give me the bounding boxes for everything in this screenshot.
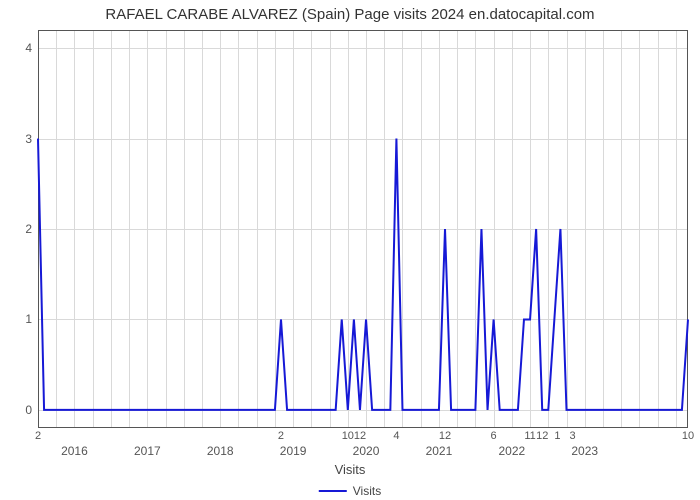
y-tick-label: 1 [25, 312, 38, 326]
x-tick-year-label: 2022 [498, 428, 525, 458]
x-tick-value-label: 12 [536, 428, 548, 442]
y-tick-label: 3 [25, 132, 38, 146]
y-tick-label: 2 [25, 222, 38, 236]
x-tick-value-label: 2 [278, 428, 284, 442]
x-tick-value-label: 10 [342, 428, 354, 442]
x-tick-value-label: 6 [491, 428, 497, 442]
x-tick-year-label: 2018 [207, 428, 234, 458]
series-line [38, 30, 688, 428]
chart-container: RAFAEL CARABE ALVAREZ (Spain) Page visit… [0, 0, 700, 500]
x-tick-value-label: 1 [554, 428, 560, 442]
y-tick-label: 4 [25, 41, 38, 55]
x-axis-title: Visits [335, 462, 366, 477]
y-tick-label: 0 [25, 403, 38, 417]
legend-label: Visits [353, 484, 381, 498]
x-tick-value-label: 2 [35, 428, 41, 442]
x-tick-value-label: 12 [354, 428, 366, 442]
x-tick-value-label: 3 [570, 428, 576, 442]
legend: Visits [319, 484, 381, 498]
x-tick-year-label: 2017 [134, 428, 161, 458]
x-tick-value-label: 11 [524, 428, 535, 442]
plot-area: 0123420162017201820192020202120222023221… [38, 30, 688, 428]
x-tick-year-label: 2016 [61, 428, 88, 458]
x-tick-value-label: 4 [393, 428, 399, 442]
chart-title: RAFAEL CARABE ALVAREZ (Spain) Page visit… [0, 6, 700, 23]
x-tick-value-label: 12 [439, 428, 451, 442]
legend-swatch [319, 490, 347, 492]
x-tick-value-label: 10 [682, 428, 694, 442]
